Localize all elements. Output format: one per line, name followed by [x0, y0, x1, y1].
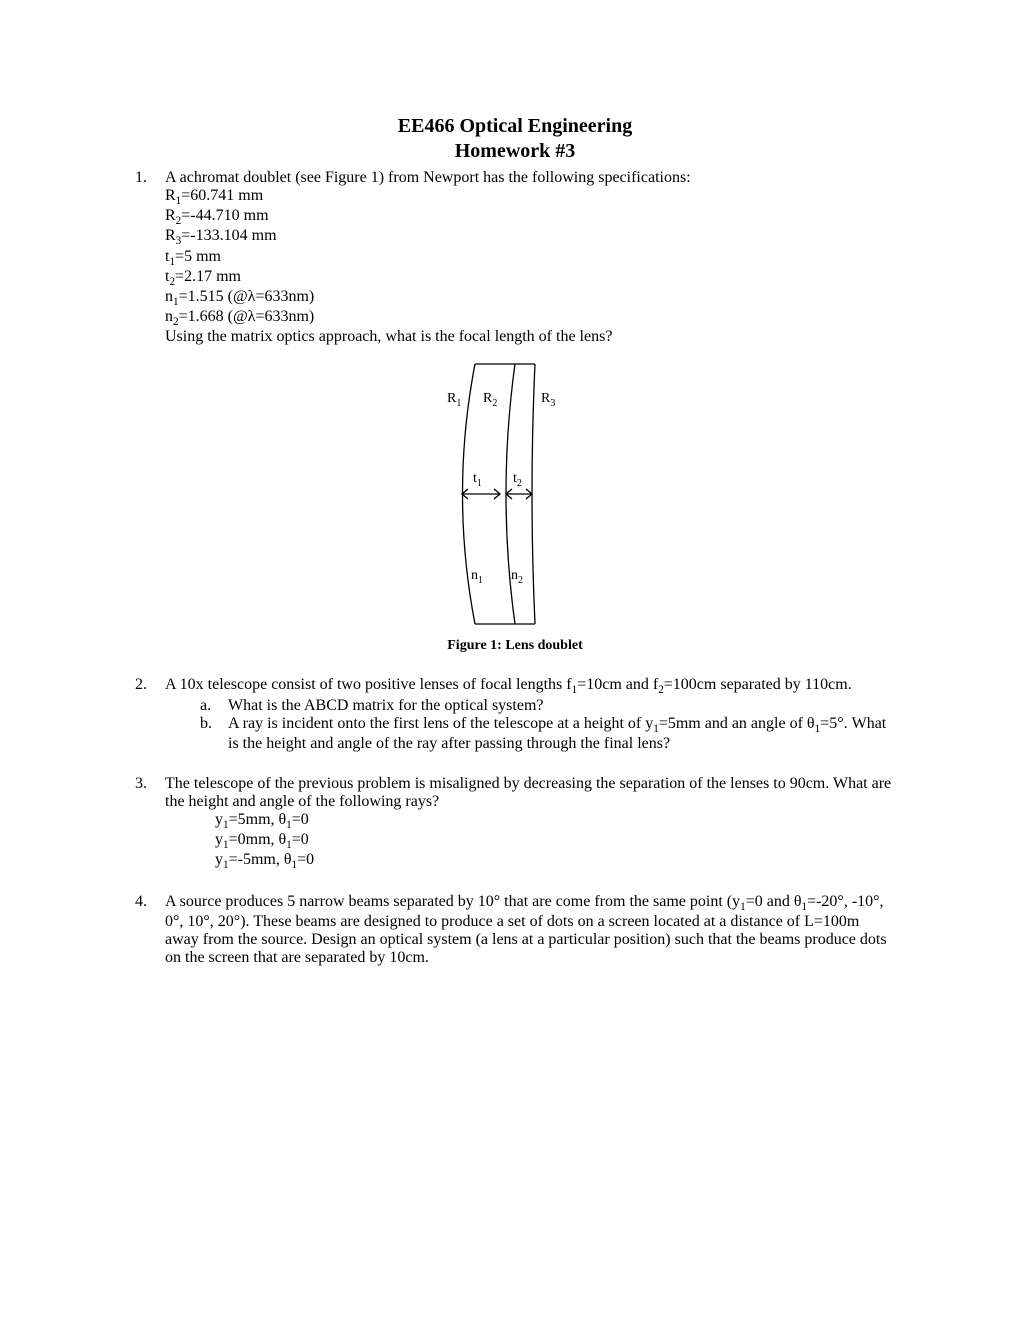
svg-text:R3: R3 [541, 391, 555, 409]
ray-line: y1=0mm, θ1=0 [215, 831, 895, 851]
problem-number: 1. [135, 169, 165, 346]
problem-text: A source produces 5 narrow beams separat… [165, 893, 895, 967]
svg-text:t2: t2 [513, 471, 522, 489]
problem-1: 1. A achromat doublet (see Figure 1) fro… [135, 169, 895, 654]
figure-1: R1 R2 R3 t1 t2 n1 n2 Figure 1: Lens doub… [135, 354, 895, 654]
ray-line: y1=5mm, θ1=0 [215, 811, 895, 831]
problem-number: 4. [135, 893, 165, 967]
problem-number: 2. [135, 676, 165, 752]
svg-text:R2: R2 [483, 391, 497, 409]
problem-question: Using the matrix optics approach, what i… [165, 328, 895, 346]
svg-text:n2: n2 [511, 568, 523, 586]
problem-text: The telescope of the previous problem is… [165, 775, 895, 811]
svg-text:R1: R1 [447, 391, 461, 409]
problem-3: 3. The telescope of the previous problem… [135, 775, 895, 872]
svg-text:t1: t1 [473, 471, 482, 489]
problem-4: 4. A source produces 5 narrow beams sepa… [135, 893, 895, 967]
svg-text:n1: n1 [471, 568, 483, 586]
problem-text: A 10x telescope consist of two positive … [165, 676, 895, 696]
sub-item-a: a. What is the ABCD matrix for the optic… [200, 697, 895, 715]
parameter-line: n2=1.668 (@λ=633nm) [165, 308, 895, 328]
figure-caption: Figure 1: Lens doublet [135, 638, 895, 654]
sub-item-b: b. A ray is incident onto the first lens… [200, 715, 895, 753]
problem-number: 3. [135, 775, 165, 872]
parameter-line: R1=60.741 mm [165, 187, 895, 207]
parameter-line: t2=2.17 mm [165, 268, 895, 288]
ray-line: y1=-5mm, θ1=0 [215, 851, 895, 871]
homework-title: Homework #3 [135, 140, 895, 163]
parameter-line: t1=5 mm [165, 248, 895, 268]
problem-text: A achromat doublet (see Figure 1) from N… [165, 169, 895, 187]
course-title: EE466 Optical Engineering [135, 115, 895, 138]
parameter-line: R3=-133.104 mm [165, 227, 895, 247]
parameter-line: R2=-44.710 mm [165, 207, 895, 227]
parameter-line: n1=1.515 (@λ=633nm) [165, 288, 895, 308]
problem-2: 2. A 10x telescope consist of two positi… [135, 676, 895, 752]
